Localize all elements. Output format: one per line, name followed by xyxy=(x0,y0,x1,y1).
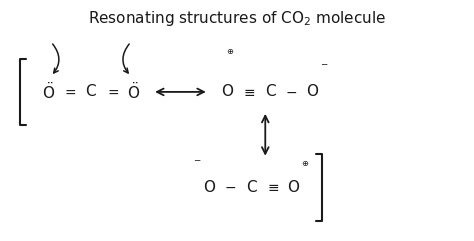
Text: C: C xyxy=(86,84,96,100)
Text: C: C xyxy=(264,84,275,100)
Text: $=$: $=$ xyxy=(105,85,119,99)
Text: O: O xyxy=(221,84,234,100)
Text: O: O xyxy=(203,180,215,195)
Text: $^-$: $^-$ xyxy=(319,62,329,75)
Text: Resonating structures of CO$_2$ molecule: Resonating structures of CO$_2$ molecule xyxy=(88,8,386,27)
Text: $-$: $-$ xyxy=(224,180,236,194)
Text: O: O xyxy=(288,180,300,195)
Text: $-$: $-$ xyxy=(285,85,297,99)
Text: $^-$: $^-$ xyxy=(192,157,202,170)
Text: C: C xyxy=(246,180,256,195)
Text: $=$: $=$ xyxy=(62,85,77,99)
Text: $\ddot{\rm O}$: $\ddot{\rm O}$ xyxy=(42,81,55,102)
Text: $\oplus$: $\oplus$ xyxy=(301,159,310,168)
Text: O: O xyxy=(306,84,319,100)
Text: $\oplus$: $\oplus$ xyxy=(226,47,234,56)
Text: $\equiv$: $\equiv$ xyxy=(265,180,280,194)
Text: $\ddot{\rm O}$: $\ddot{\rm O}$ xyxy=(127,81,140,102)
Text: $\equiv$: $\equiv$ xyxy=(241,85,256,99)
